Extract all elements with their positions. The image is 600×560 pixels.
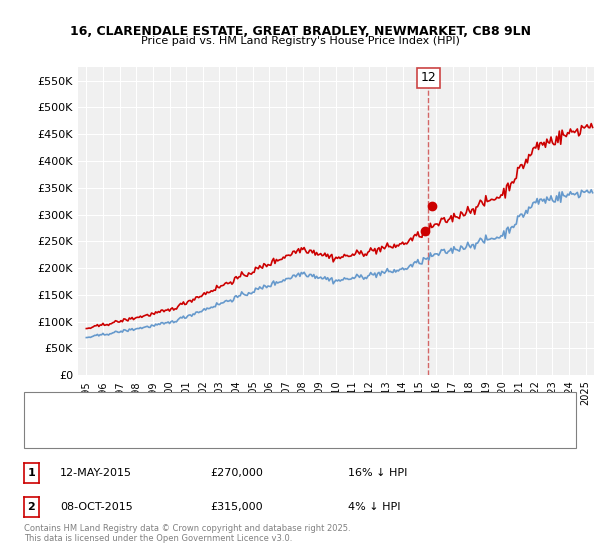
Text: 16, CLARENDALE ESTATE, GREAT BRADLEY, NEWMARKET, CB8 9LN (detached house): 16, CLARENDALE ESTATE, GREAT BRADLEY, NE… bbox=[85, 403, 500, 413]
Text: £315,000: £315,000 bbox=[210, 502, 263, 512]
Text: Contains HM Land Registry data © Crown copyright and database right 2025.
This d: Contains HM Land Registry data © Crown c… bbox=[24, 524, 350, 543]
Text: 12: 12 bbox=[421, 72, 436, 85]
Text: 4% ↓ HPI: 4% ↓ HPI bbox=[348, 502, 401, 512]
Text: 08-OCT-2015: 08-OCT-2015 bbox=[60, 502, 133, 512]
Text: 12-MAY-2015: 12-MAY-2015 bbox=[60, 468, 132, 478]
Text: HPI: Average price, detached house, West Suffolk: HPI: Average price, detached house, West… bbox=[85, 427, 326, 437]
Text: Price paid vs. HM Land Registry's House Price Index (HPI): Price paid vs. HM Land Registry's House … bbox=[140, 36, 460, 46]
Text: 2: 2 bbox=[28, 502, 35, 512]
FancyBboxPatch shape bbox=[24, 392, 576, 448]
Text: 1: 1 bbox=[28, 468, 35, 478]
Text: £270,000: £270,000 bbox=[210, 468, 263, 478]
Text: 16, CLARENDALE ESTATE, GREAT BRADLEY, NEWMARKET, CB8 9LN: 16, CLARENDALE ESTATE, GREAT BRADLEY, NE… bbox=[70, 25, 530, 38]
Text: 16% ↓ HPI: 16% ↓ HPI bbox=[348, 468, 407, 478]
